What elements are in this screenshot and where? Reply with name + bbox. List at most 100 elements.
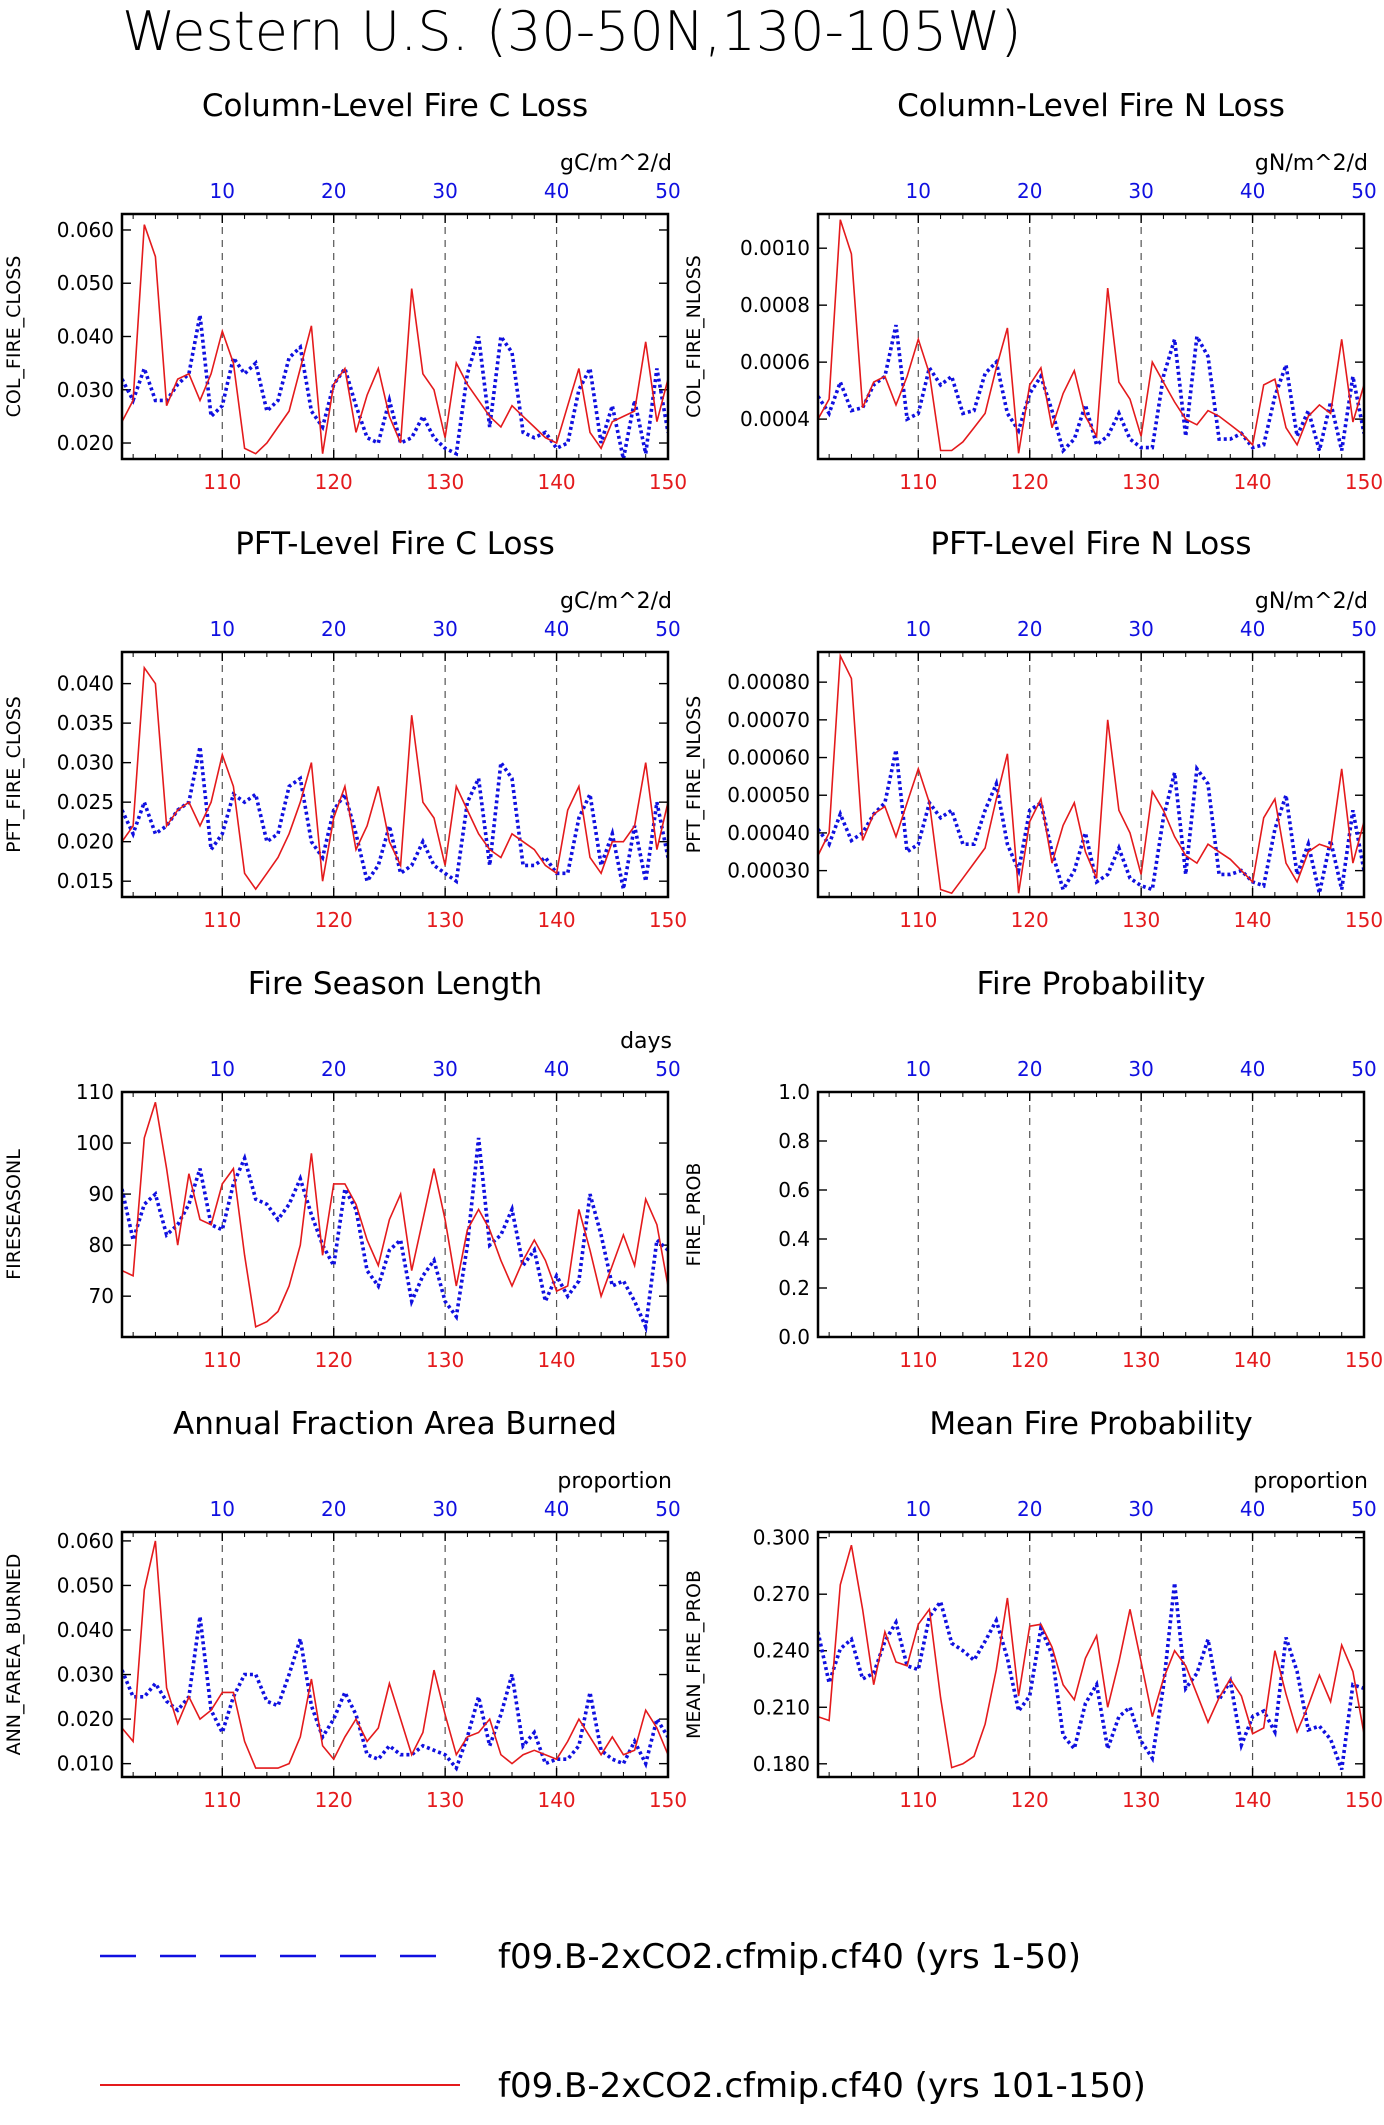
chart-5-xtick-label-120: 120	[315, 1348, 353, 1372]
chart-1-ylabel: COL_FIRE_CLOSS	[3, 256, 25, 418]
chart-8-series-yrs-1-50	[818, 1582, 1364, 1771]
chart-7-top-xtick-label-30: 30	[432, 1497, 457, 1521]
chart-1-ytick-label-3: 0.050	[57, 271, 114, 295]
chart-7-xtick-label-110: 110	[203, 1788, 241, 1812]
chart-1-ytick-label-4: 0.060	[57, 218, 114, 242]
chart-5-ytick-label-2: 90	[89, 1182, 114, 1206]
chart-8-top-xtick-label-50: 50	[1351, 1497, 1376, 1521]
chart-5-xtick-label-110: 110	[203, 1348, 241, 1372]
chart-4-ytick-label-0: 0.00030	[727, 859, 810, 883]
chart-7-ytick-label-1: 0.020	[57, 1707, 114, 1731]
chart-3-xtick-label-110: 110	[203, 908, 241, 932]
chart-1-ytick-label-1: 0.030	[57, 378, 114, 402]
chart-3-xtick-label-120: 120	[315, 908, 353, 932]
chart-8-title: Mean Fire Probability	[929, 1406, 1252, 1442]
chart-7-top-xtick-label-50: 50	[655, 1497, 680, 1521]
chart-6-fire-prob: Fire Probability 0.0 0.2 0.4 0.6 0.8 1.0 110 120…	[683, 966, 1383, 1372]
chart-1-xtick-label-150: 150	[649, 470, 687, 494]
chart-1-xtick-label-120: 120	[315, 470, 353, 494]
chart-8-top-xtick-label-20: 20	[1017, 1497, 1042, 1521]
chart-6-xtick-label-140: 140	[1233, 1348, 1271, 1372]
chart-2-series-yrs-101-150	[818, 219, 1364, 454]
chart-5-xtick-label-140: 140	[537, 1348, 575, 1372]
chart-8-units: proportion	[1253, 1469, 1368, 1494]
chart-4-series-yrs-1-50	[818, 749, 1364, 894]
chart-3-xtick-label-150: 150	[649, 908, 687, 932]
chart-8-xtick-label-120: 120	[1011, 1788, 1049, 1812]
chart-1-series-yrs-101-150	[122, 224, 668, 455]
chart-2-ytick-label-3: 0.0010	[740, 236, 810, 260]
chart-4-ylabel: PFT_FIRE_NLOSS	[683, 696, 705, 854]
chart-4-top-xtick-label-40: 40	[1240, 617, 1265, 641]
chart-8-frame	[816, 1530, 1366, 1779]
chart-5-ytick-label-4: 110	[76, 1080, 114, 1104]
chart-6-top-xtick-label-40: 40	[1240, 1057, 1265, 1081]
chart-4-title: PFT-Level Fire N Loss	[930, 526, 1251, 562]
chart-8-series-yrs-101-150	[818, 1544, 1364, 1769]
chart-3-ytick-label-1: 0.020	[57, 830, 114, 854]
chart-1-top-xtick-label-50: 50	[655, 179, 680, 203]
chart-4-top-xtick-label-50: 50	[1351, 617, 1376, 641]
chart-3-ytick-label-0: 0.015	[57, 869, 114, 893]
chart-6-ytick-label-3: 0.6	[778, 1178, 810, 1202]
chart-7-ytick-label-5: 0.060	[57, 1529, 114, 1553]
chart-4-xtick-label-130: 130	[1122, 908, 1160, 932]
chart-4-ytick-label-5: 0.00080	[727, 670, 810, 694]
chart-5-frame	[120, 1090, 670, 1339]
chart-2-ytick-label-0: 0.0004	[740, 407, 810, 431]
chart-4-xtick-label-120: 120	[1011, 908, 1049, 932]
chart-2-top-xtick-label-10: 10	[906, 179, 931, 203]
chart-3-ytick-label-3: 0.030	[57, 751, 114, 775]
chart-1-xtick-label-140: 140	[537, 470, 575, 494]
chart-2-xtick-label-140: 140	[1233, 470, 1271, 494]
chart-3-top-xtick-label-10: 10	[210, 617, 235, 641]
chart-2-col-fire-nloss: Column-Level Fire N Loss gN/m^2/d 0.0004 0.…	[683, 88, 1383, 494]
chart-7-series-yrs-1-50	[122, 1616, 668, 1772]
chart-8-ylabel: MEAN_FIRE_PROB	[683, 1570, 705, 1739]
chart-6-xtick-label-110: 110	[899, 1348, 937, 1372]
chart-2-xtick-label-150: 150	[1345, 470, 1383, 494]
chart-4-xtick-label-140: 140	[1233, 908, 1271, 932]
chart-4-frame	[816, 650, 1366, 899]
chart-7-units: proportion	[557, 1469, 672, 1494]
chart-2-xtick-label-130: 130	[1122, 470, 1160, 494]
chart-5-ylabel: FIRESEASONL	[3, 1149, 25, 1280]
chart-6-frame	[816, 1090, 1366, 1339]
chart-3-top-xtick-label-40: 40	[544, 617, 569, 641]
chart-4-xtick-label-110: 110	[899, 908, 937, 932]
chart-7-xtick-label-140: 140	[537, 1788, 575, 1812]
chart-1-frame	[120, 212, 670, 461]
chart-8-ytick-label-2: 0.240	[753, 1639, 810, 1663]
chart-6-ytick-label-1: 0.2	[778, 1276, 810, 1300]
chart-2-ytick-label-1: 0.0006	[740, 350, 810, 374]
chart-7-ytick-label-3: 0.040	[57, 1618, 114, 1642]
chart-5-ytick-label-0: 70	[89, 1284, 114, 1308]
chart-5-top-xtick-label-50: 50	[655, 1057, 680, 1081]
chart-7-xtick-label-120: 120	[315, 1788, 353, 1812]
chart-1-title: Column-Level Fire C Loss	[202, 88, 588, 124]
chart-7-xtick-label-130: 130	[426, 1788, 464, 1812]
main-title: Western U.S. (30-50N,130-105W)	[122, 0, 1022, 63]
chart-6-title: Fire Probability	[976, 966, 1205, 1002]
chart-8-mean-fire-prob: Mean Fire Probability proportion 0.180 0.21…	[683, 1406, 1383, 1812]
chart-6-ytick-label-4: 0.8	[778, 1129, 810, 1153]
chart-2-frame	[816, 212, 1366, 461]
chart-2-xtick-label-120: 120	[1011, 470, 1049, 494]
chart-4-top-xtick-label-20: 20	[1017, 617, 1042, 641]
chart-6-ytick-label-0: 0.0	[778, 1325, 810, 1349]
chart-2-series-yrs-1-50	[818, 324, 1364, 454]
chart-4-series-yrs-101-150	[818, 652, 1364, 895]
chart-7-xtick-label-150: 150	[649, 1788, 687, 1812]
chart-4-ytick-label-3: 0.00060	[727, 746, 810, 770]
chart-8-xtick-label-150: 150	[1345, 1788, 1383, 1812]
chart-3-top-xtick-label-50: 50	[655, 617, 680, 641]
chart-6-ylabel: FIRE_PROB	[683, 1163, 705, 1267]
chart-3-ytick-label-4: 0.035	[57, 711, 114, 735]
chart-3-frame	[120, 650, 670, 899]
chart-8-ytick-label-1: 0.210	[753, 1695, 810, 1719]
chart-1-col-fire-closs: Column-Level Fire C Loss gC/m^2/d 0.020 0.0…	[3, 88, 687, 494]
chart-3-top-xtick-label-20: 20	[321, 617, 346, 641]
chart-5-title: Fire Season Length	[248, 966, 542, 1002]
chart-4-ytick-label-2: 0.00050	[727, 783, 810, 807]
